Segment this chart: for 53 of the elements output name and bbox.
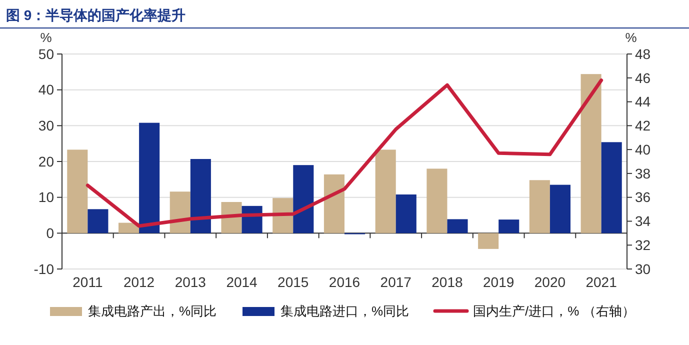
bar — [272, 198, 294, 234]
y2-tick-label: 34 — [635, 213, 651, 230]
y2-tick-label: 42 — [635, 118, 651, 134]
x-tick-label: 2015 — [278, 274, 309, 290]
x-tick-label: 2012 — [123, 274, 155, 290]
x-tick-label: 2014 — [226, 274, 258, 290]
y-tick-label: 20 — [38, 153, 54, 170]
bar — [529, 180, 550, 234]
bar — [478, 233, 499, 249]
bar — [447, 219, 468, 234]
y2-tick-label: 46 — [635, 70, 651, 86]
y-tick-label: 0 — [46, 225, 54, 242]
line-series — [86, 78, 604, 228]
x-tick-label: 2013 — [174, 274, 206, 290]
x-tick-label: 2018 — [432, 274, 464, 290]
y-tick-label: -10 — [34, 260, 54, 277]
bar — [426, 168, 448, 234]
x-tick-label: 2011 — [72, 274, 103, 290]
y2-tick-label: 30 — [635, 260, 651, 277]
y2-tick-label: 48 — [635, 46, 651, 62]
y-tick-label: 40 — [38, 82, 54, 98]
y-tick-label: 30 — [38, 118, 54, 134]
x-tick-label: 2021 — [586, 274, 618, 290]
x-tick-label: 2017 — [380, 274, 412, 290]
y-axis-title: % — [40, 30, 52, 45]
y2-tick-label: 44 — [635, 94, 651, 110]
bar — [293, 165, 314, 234]
legend-label: 国内生产/进口，% （右轴） — [473, 304, 635, 319]
bar — [88, 209, 108, 234]
x-tick-label: 2019 — [483, 274, 514, 290]
bar — [550, 184, 570, 234]
y-tick-label: 10 — [38, 189, 54, 206]
bar — [375, 150, 396, 234]
bar — [601, 142, 622, 234]
y2-tick-label: 38 — [635, 165, 651, 182]
bar — [396, 194, 416, 234]
bar — [324, 174, 344, 234]
y2-tick-label: 36 — [635, 189, 651, 206]
x-tick-label: 2020 — [534, 274, 566, 290]
x-tick-label: 2016 — [328, 274, 360, 290]
y-tick-label: 50 — [38, 46, 54, 62]
bar — [498, 220, 520, 234]
bar — [190, 158, 211, 234]
bar — [67, 150, 88, 234]
bar — [170, 192, 190, 234]
bar — [580, 74, 602, 234]
legend-label: 集成电路进口，%同比 — [280, 304, 410, 319]
y2-tick-label: 40 — [635, 141, 651, 158]
y2-axis-title: % — [625, 30, 638, 45]
y2-tick-label: 32 — [635, 237, 651, 254]
legend-label: 集成电路产出，%同比 — [88, 304, 217, 319]
chart-title: 图 9：半导体的国产化率提升 — [6, 7, 186, 23]
bar — [139, 122, 160, 234]
